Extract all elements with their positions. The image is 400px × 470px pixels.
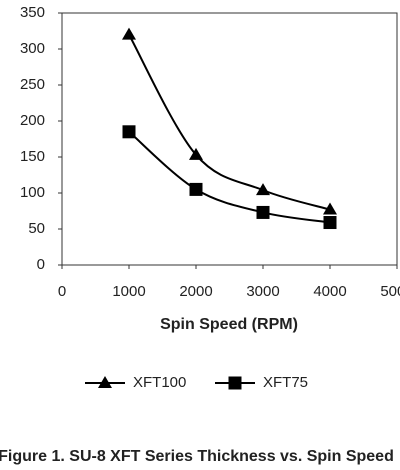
caption: Figure 1. SU-8 XFT Series Thickness vs. …: [0, 448, 394, 465]
x-tick-label: 0: [58, 283, 66, 300]
y-tick-label: 300: [20, 40, 45, 57]
plot-frame: [61, 12, 398, 266]
data-point: [256, 183, 270, 196]
series-line: [128, 34, 331, 211]
x-tick-label: 2000: [179, 283, 212, 300]
x-axis-title: Spin Speed (RPM): [160, 316, 298, 333]
y-tick-label: 150: [20, 148, 45, 165]
data-point: [256, 205, 270, 219]
x-tick-label: 4000: [313, 283, 346, 300]
x-tick-label: 3000: [246, 283, 279, 300]
data-point: [122, 125, 136, 139]
y-tick-label: 50: [28, 220, 45, 237]
x-tick-label: 1000: [112, 283, 145, 300]
legend-marker: [228, 376, 242, 390]
y-tick-label: 350: [20, 4, 45, 21]
legend-label: XFT100: [133, 374, 186, 391]
series-line: [128, 131, 331, 224]
data-point: [323, 216, 337, 230]
legend-marker: [98, 376, 112, 388]
y-tick-label: 200: [20, 112, 45, 129]
data-point: [122, 27, 136, 40]
legend-label: XFT75: [263, 374, 308, 391]
y-tick-label: 250: [20, 76, 45, 93]
data-point: [323, 202, 337, 215]
x-tick-label: 5000: [380, 283, 400, 300]
data-point: [189, 147, 203, 160]
data-point: [189, 182, 203, 196]
y-tick-label: 0: [37, 256, 45, 273]
y-tick-label: 100: [20, 184, 45, 201]
